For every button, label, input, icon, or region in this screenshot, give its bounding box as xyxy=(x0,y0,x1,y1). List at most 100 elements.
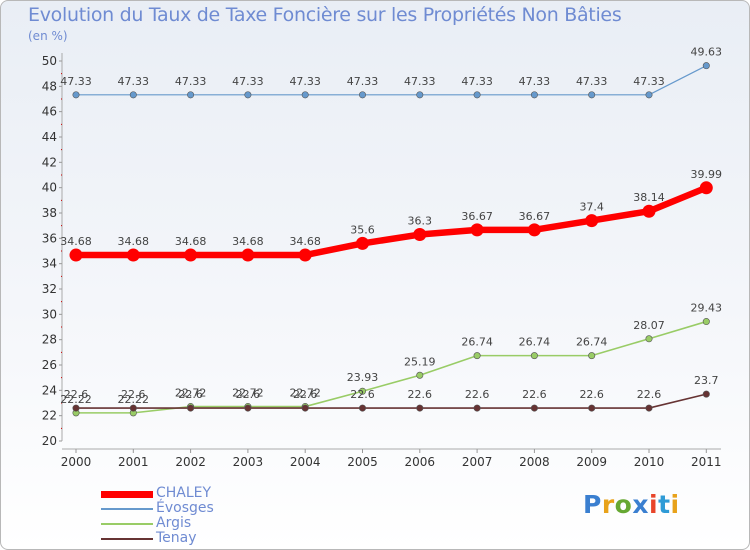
data-point xyxy=(358,404,366,412)
data-point xyxy=(413,228,427,242)
x-tick-label: 2004 xyxy=(290,455,321,469)
y-tick-label: 42 xyxy=(42,155,57,169)
y-tick-label: 36 xyxy=(42,231,57,245)
x-tick-label: 2003 xyxy=(233,455,264,469)
data-label: 47.33 xyxy=(289,75,321,88)
data-label: 28.07 xyxy=(633,319,665,332)
series-tenay: 22.6 22.6 22.6 22.6 22.6 22.6 22.6 22.6 22.6 22.6… xyxy=(64,374,719,412)
data-point xyxy=(588,91,596,99)
logo-letter: x xyxy=(632,490,649,519)
data-label: 26.74 xyxy=(461,336,493,349)
y-tick-label: 48 xyxy=(42,79,57,93)
y-tick-label: 34 xyxy=(42,257,57,271)
data-point xyxy=(241,248,255,262)
series-line xyxy=(76,65,707,96)
data-label: 22.6 xyxy=(408,388,433,401)
data-point xyxy=(642,204,656,218)
data-point xyxy=(702,390,710,398)
data-label: 22.6 xyxy=(579,388,604,401)
data-point xyxy=(702,62,710,70)
data-label: 26.74 xyxy=(576,336,608,349)
x-tick-label: 2008 xyxy=(519,455,550,469)
data-label: 47.33 xyxy=(232,75,264,88)
data-label: 47.33 xyxy=(519,75,551,88)
x-tick-label: 2000 xyxy=(61,455,92,469)
data-point xyxy=(473,352,481,360)
proxiti-logo: Proxiti xyxy=(583,490,680,519)
series-chaley: 34.68 34.68 34.68 34.68 34.68 35.6 36.3 36.67 36… xyxy=(60,168,722,262)
y-tick-label: 50 xyxy=(42,54,57,68)
series-line xyxy=(76,393,707,409)
data-label: 47.33 xyxy=(404,75,436,88)
y-tick-label: 32 xyxy=(42,282,57,296)
x-tick-label: 2005 xyxy=(347,455,378,469)
data-label: 22.6 xyxy=(236,388,261,401)
data-point xyxy=(530,91,538,99)
data-label: 22.6 xyxy=(350,388,375,401)
data-point xyxy=(244,91,252,99)
x-tick-label: 2001 xyxy=(118,455,149,469)
data-point xyxy=(187,404,195,412)
y-tick-label: 28 xyxy=(42,333,57,347)
data-point xyxy=(356,236,369,250)
x-tick-label: 2010 xyxy=(634,455,665,469)
data-point xyxy=(530,352,538,360)
data-label: 22.6 xyxy=(178,388,203,401)
line-chart: 20 22 24 26 28 30 32 34 36 38 40 42 44 46 48 50 2000 2001… xyxy=(42,46,722,469)
data-label: 22.6 xyxy=(64,388,89,401)
x-tick-label: 2007 xyxy=(462,455,493,469)
data-label: 25.19 xyxy=(404,355,436,368)
x-tick-label: 2009 xyxy=(576,455,607,469)
data-label: 34.68 xyxy=(175,235,207,248)
legend-label: Évosges xyxy=(156,500,214,516)
data-point xyxy=(645,335,653,343)
logo-letter: t xyxy=(658,490,671,519)
data-point xyxy=(129,404,137,412)
logo-letter: o xyxy=(614,490,633,519)
data-label: 22.22 xyxy=(60,393,92,406)
data-label: 34.68 xyxy=(232,235,264,248)
data-label: 22.6 xyxy=(465,388,490,401)
legend-swatch xyxy=(101,490,153,498)
y-tick-label: 24 xyxy=(42,383,57,397)
data-label: 22.22 xyxy=(118,393,150,406)
data-label: 34.68 xyxy=(289,235,321,248)
legend-item: Évosges xyxy=(101,500,261,516)
data-label: 22.6 xyxy=(293,388,318,401)
data-point xyxy=(473,91,481,99)
series-vosges: 47.33 47.33 47.33 47.33 47.33 47.33 47.33 47.33… xyxy=(60,46,722,99)
y-tick-label: 30 xyxy=(42,307,57,321)
data-label: 47.33 xyxy=(175,75,207,88)
data-point xyxy=(645,404,653,412)
y-tick-label: 44 xyxy=(42,130,57,144)
data-label: 36.3 xyxy=(408,215,433,228)
data-label: 35.6 xyxy=(350,223,375,236)
data-point xyxy=(588,404,596,412)
data-label: 47.33 xyxy=(60,75,92,88)
chart-title: Evolution du Taux de Taxe Foncière sur l… xyxy=(28,4,622,26)
x-tick-label: 2011 xyxy=(691,455,722,469)
data-label: 38.14 xyxy=(633,191,665,204)
data-label: 22.72 xyxy=(232,387,264,400)
data-point xyxy=(527,223,541,237)
data-label: 47.33 xyxy=(461,75,493,88)
series-line xyxy=(76,320,707,414)
data-label: 34.68 xyxy=(118,235,150,248)
data-label: 47.33 xyxy=(347,75,379,88)
data-point xyxy=(416,371,424,379)
data-point xyxy=(126,248,140,262)
data-point xyxy=(530,404,538,412)
logo-letter: i xyxy=(649,490,659,519)
y-tick-label: 20 xyxy=(42,434,57,448)
data-point xyxy=(585,214,599,228)
legend-swatch xyxy=(101,508,153,510)
legend-item: Argis xyxy=(101,515,261,531)
legend-swatch xyxy=(101,538,153,540)
unit-label: (en %) xyxy=(28,29,68,43)
legend-label: CHALEY xyxy=(156,485,212,501)
data-label: 47.33 xyxy=(576,75,608,88)
data-point xyxy=(473,404,481,412)
data-point xyxy=(72,404,80,412)
data-label: 36.67 xyxy=(461,210,493,223)
